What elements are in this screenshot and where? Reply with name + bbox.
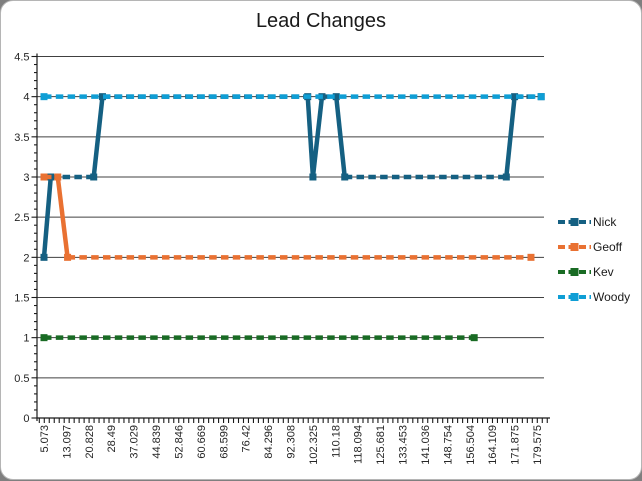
y-axis-label: 2 [23, 252, 29, 264]
x-axis-label: 28.49 [106, 425, 118, 453]
x-axis-label: 76.42 [241, 425, 253, 453]
legend-label: Geoff [593, 240, 623, 254]
series-marker-nick [332, 93, 340, 101]
x-axis-label: 164.109 [487, 425, 499, 465]
x-axis-label: 110.18 [330, 425, 342, 458]
x-axis-label: 68.599 [218, 425, 230, 459]
series-marker-woody [40, 93, 48, 101]
legend-marker-icon [558, 268, 591, 276]
y-axis-label: 2.5 [14, 212, 29, 224]
y-axis-label: 1.5 [14, 293, 29, 305]
legend-item-woody: Woody [558, 291, 630, 303]
legend-marker-icon [558, 243, 591, 251]
legend: Nick Geoff Kev Woody [558, 216, 630, 303]
x-axis-label: 92.308 [286, 425, 298, 459]
legend-item-geoff: Geoff [558, 241, 630, 253]
series-line-nick [310, 96, 325, 178]
series-line-nick [333, 96, 347, 178]
x-axis-label: 37.029 [129, 425, 141, 459]
series-line-nick [41, 176, 54, 258]
x-axis-label: 125.681 [375, 425, 387, 465]
x-axis-label: 44.839 [151, 425, 163, 459]
x-axis-label: 133.453 [398, 425, 410, 465]
x-axis-label: 60.669 [196, 425, 208, 459]
series-marker-woody [537, 93, 545, 101]
legend-marker-icon [558, 218, 591, 226]
series-marker-nick [511, 93, 519, 101]
legend-label: Kev [593, 265, 614, 279]
x-axis-label: 84.296 [263, 425, 275, 459]
x-axis-label: 20.828 [84, 425, 96, 459]
series-line-nick [504, 96, 517, 178]
series-marker-geoff [40, 173, 48, 181]
series-line-nick [305, 96, 316, 178]
series-line-geoff [55, 176, 70, 258]
series-marker-nick [98, 93, 106, 101]
y-axis-label: 0.5 [14, 373, 29, 385]
x-axis-label: 148.754 [442, 425, 454, 465]
x-axis-label: 156.504 [465, 425, 477, 465]
y-axis-label: 3.5 [14, 132, 29, 144]
x-axis-label: 5.073 [39, 425, 51, 453]
series-marker-geoff [54, 173, 62, 181]
series-marker-kev [40, 334, 48, 342]
series-marker-nick [502, 173, 510, 181]
x-axis-label: 179.575 [532, 425, 544, 465]
x-axis-label: 102.325 [308, 425, 320, 465]
series-marker-kev [470, 334, 478, 342]
legend-marker-icon [558, 293, 591, 301]
legend-item-nick: Nick [558, 216, 630, 228]
x-axis-label: 13.097 [61, 425, 73, 459]
chart-title: Lead Changes [255, 10, 387, 32]
y-axis-label: 3 [23, 172, 29, 184]
legend-label: Woody [593, 290, 631, 304]
x-axis-label: 52.846 [173, 425, 185, 459]
y-axis-label: 4 [23, 92, 29, 104]
series-line-nick [91, 96, 105, 178]
y-axis-label: 0 [23, 413, 29, 425]
series-marker-geoff [527, 253, 535, 261]
y-axis-label: 4.5 [14, 52, 29, 64]
x-axis-label: 118.094 [353, 425, 365, 464]
series-marker-nick [90, 173, 98, 181]
series-marker-geoff [64, 253, 72, 261]
legend-label: Nick [593, 215, 617, 229]
legend-item-kev: Kev [558, 266, 630, 278]
series-marker-nick [309, 173, 317, 181]
series-marker-nick [341, 173, 349, 181]
x-axis-label: 141.036 [420, 425, 432, 465]
y-axis-label: 1 [23, 333, 29, 345]
x-axis-label: 171.875 [510, 425, 522, 465]
series-marker-nick [40, 253, 48, 261]
